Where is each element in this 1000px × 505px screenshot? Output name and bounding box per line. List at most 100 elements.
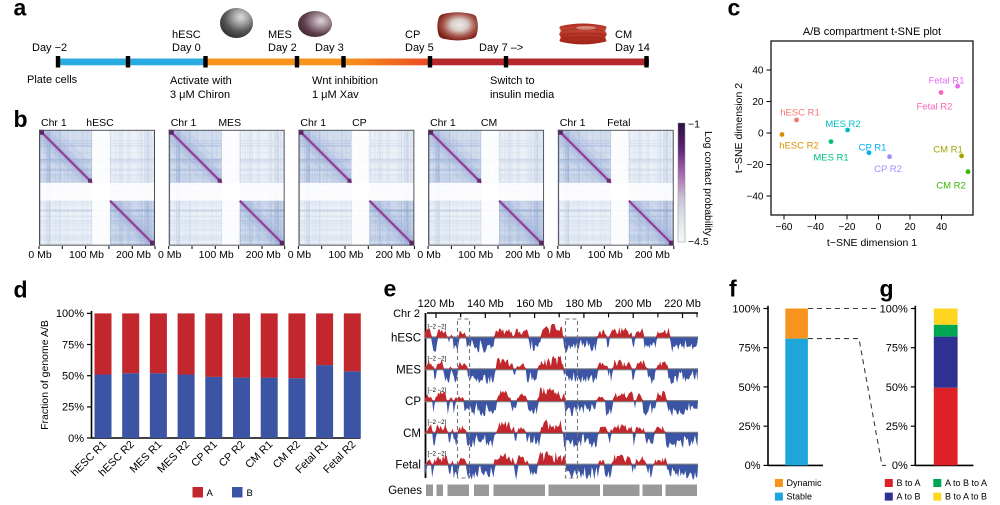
svg-text:−1: −1 <box>688 119 700 131</box>
svg-text:CM: CM <box>615 29 632 41</box>
svg-text:Stable: Stable <box>787 492 813 502</box>
svg-text:Chr 1: Chr 1 <box>560 117 586 129</box>
svg-text:t−SNE dimension 2: t−SNE dimension 2 <box>733 83 745 173</box>
svg-text:Dynamic: Dynamic <box>787 478 823 488</box>
svg-text:75%: 75% <box>738 343 760 355</box>
svg-text:Day 2: Day 2 <box>268 42 297 54</box>
svg-text:hESC R2: hESC R2 <box>779 141 819 152</box>
svg-text:1 μM Xav: 1 μM Xav <box>312 89 359 101</box>
svg-text:MES R2: MES R2 <box>825 119 860 130</box>
svg-text:A to B to A: A to B to A <box>945 478 987 488</box>
svg-text:100 Mb: 100 Mb <box>328 249 363 261</box>
svg-text:CP R1: CP R1 <box>859 143 887 154</box>
svg-text:−20: −20 <box>747 160 764 171</box>
svg-text:160 Mb: 160 Mb <box>516 298 553 310</box>
svg-text:Chr 2: Chr 2 <box>393 308 420 320</box>
svg-text:100 Mb: 100 Mb <box>199 249 234 261</box>
svg-text:25%: 25% <box>62 402 84 414</box>
svg-text:100 Mb: 100 Mb <box>69 249 104 261</box>
svg-text:MES: MES <box>218 117 241 129</box>
svg-text:3 μM Chiron: 3 μM Chiron <box>170 89 230 101</box>
svg-text:50%: 50% <box>886 382 908 394</box>
svg-text:Day 0: Day 0 <box>172 42 201 54</box>
svg-text:75%: 75% <box>62 339 84 351</box>
svg-text:200 Mb: 200 Mb <box>505 249 540 261</box>
svg-text:Fetal: Fetal <box>395 460 421 472</box>
svg-text:t−SNE dimension 1: t−SNE dimension 1 <box>827 237 917 249</box>
svg-text:Activate with: Activate with <box>170 75 232 87</box>
svg-text:g: g <box>880 276 894 302</box>
svg-text:A/B compartment t-SNE plot: A/B compartment t-SNE plot <box>803 26 941 38</box>
svg-text:−20: −20 <box>839 222 856 233</box>
svg-text:200 Mb: 200 Mb <box>116 249 151 261</box>
svg-text:b: b <box>14 106 28 132</box>
svg-text:Day 3: Day 3 <box>315 42 344 54</box>
svg-text:25%: 25% <box>886 421 908 433</box>
svg-text:0%: 0% <box>68 433 84 445</box>
svg-text:[−2 −2]: [−2 −2] <box>428 388 447 394</box>
svg-text:MES: MES <box>396 364 421 376</box>
svg-text:CM R2: CM R2 <box>936 181 966 192</box>
svg-text:B: B <box>247 488 253 499</box>
svg-text:Day 5: Day 5 <box>405 42 434 54</box>
svg-text:200 Mb: 200 Mb <box>375 249 410 261</box>
svg-text:A to B: A to B <box>897 492 921 502</box>
svg-text:A: A <box>207 488 214 499</box>
svg-text:Fetal R1: Fetal R1 <box>929 76 965 87</box>
svg-text:−40: −40 <box>807 222 824 233</box>
svg-text:−60: −60 <box>776 222 793 233</box>
svg-text:CM: CM <box>403 428 421 440</box>
svg-text:50%: 50% <box>738 382 760 394</box>
svg-text:Wnt inhibition: Wnt inhibition <box>312 75 378 87</box>
svg-text:0 Mb: 0 Mb <box>288 249 312 261</box>
svg-text:[−2 −2]: [−2 −2] <box>428 420 447 426</box>
svg-text:hESC: hESC <box>391 333 421 345</box>
svg-text:0 Mb: 0 Mb <box>158 249 182 261</box>
svg-text:CM R1: CM R1 <box>933 145 963 156</box>
svg-text:100 Mb: 100 Mb <box>588 249 623 261</box>
svg-text:25%: 25% <box>738 421 760 433</box>
svg-text:40: 40 <box>936 222 948 233</box>
svg-text:0%: 0% <box>745 460 761 472</box>
svg-text:c: c <box>728 0 741 21</box>
svg-text:Day −2: Day −2 <box>32 42 67 54</box>
svg-text:20: 20 <box>752 97 764 108</box>
svg-text:200 Mb: 200 Mb <box>615 298 652 310</box>
svg-text:MES: MES <box>268 29 292 41</box>
svg-text:Genes: Genes <box>388 485 422 497</box>
svg-text:insulin media: insulin media <box>490 89 555 101</box>
svg-text:220 Mb: 220 Mb <box>664 298 701 310</box>
svg-text:Fraction of genome A/B: Fraction of genome A/B <box>39 320 51 430</box>
svg-text:Day 14: Day 14 <box>615 42 650 54</box>
svg-text:B to A: B to A <box>897 478 921 488</box>
svg-text:CM: CM <box>481 117 497 129</box>
svg-text:0: 0 <box>876 222 882 233</box>
svg-text:40: 40 <box>752 66 764 77</box>
svg-text:100%: 100% <box>732 303 760 315</box>
svg-text:Switch to: Switch to <box>490 75 535 87</box>
svg-text:Chr 1: Chr 1 <box>300 117 326 129</box>
svg-text:Log contact probability: Log contact probability <box>702 131 714 237</box>
svg-text:CP: CP <box>352 117 367 129</box>
svg-text:−40: −40 <box>747 192 764 203</box>
svg-text:hESC: hESC <box>172 29 201 41</box>
svg-text:Chr 1: Chr 1 <box>430 117 456 129</box>
svg-text:f: f <box>729 276 737 302</box>
svg-text:CP: CP <box>405 29 420 41</box>
svg-text:100%: 100% <box>56 308 84 320</box>
svg-text:CP: CP <box>405 396 421 408</box>
svg-text:100 Mb: 100 Mb <box>458 249 493 261</box>
svg-text:e: e <box>384 276 397 302</box>
svg-text:CP R2: CP R2 <box>874 164 902 175</box>
svg-text:0: 0 <box>758 129 764 140</box>
svg-text:100%: 100% <box>880 303 908 315</box>
svg-text:MES R1: MES R1 <box>813 153 848 164</box>
svg-text:200 Mb: 200 Mb <box>246 249 281 261</box>
svg-text:120 Mb: 120 Mb <box>418 298 455 310</box>
svg-text:Fetal: Fetal <box>607 117 630 129</box>
svg-text:140 Mb: 140 Mb <box>467 298 504 310</box>
svg-text:0 Mb: 0 Mb <box>417 249 441 261</box>
svg-text:−4.5: −4.5 <box>688 236 709 248</box>
svg-text:0 Mb: 0 Mb <box>547 249 571 261</box>
svg-text:0%: 0% <box>892 460 908 472</box>
